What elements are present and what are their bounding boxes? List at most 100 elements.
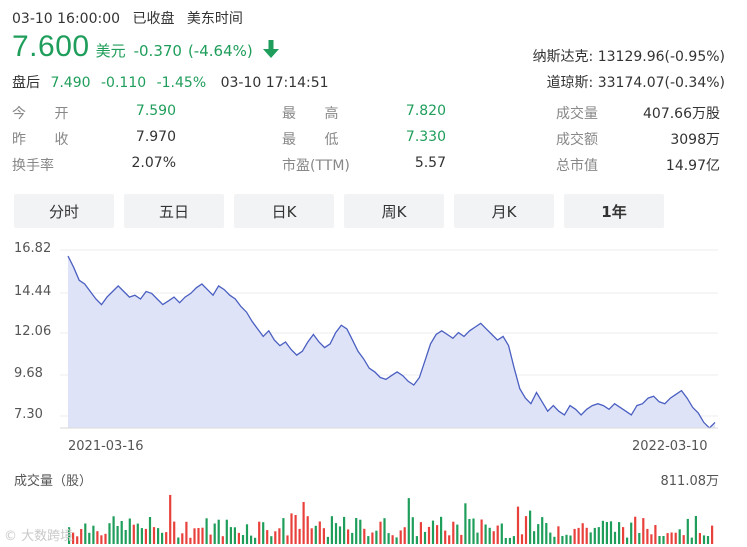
volume-bar [173,521,176,544]
volume-bar [112,516,115,544]
volume-bar [237,532,240,544]
volume-bar [682,535,685,544]
volume-bar [549,532,552,544]
volume-bar [161,532,164,544]
tab-intraday[interactable]: 分时 [14,194,114,228]
volume-bar [302,502,305,544]
tab-one-year[interactable]: 1年 [564,194,664,228]
currency-unit: 美元 [95,42,126,60]
volume-bar [169,494,172,544]
tab-weekly-k[interactable]: 周K [344,194,444,228]
volume-bar [165,532,168,544]
volume-bar [116,526,119,544]
volume-bar [266,530,269,544]
volume-bar [92,525,95,544]
volume-bar [589,532,592,544]
volume-bar [472,518,475,544]
volume-bar [88,532,91,544]
stat-value: 3098万 [670,132,720,148]
volume-bar [229,527,232,544]
volume-bar [694,516,697,544]
volume-bar [597,527,600,544]
volume-bar [290,513,293,544]
volume-bar [496,525,499,544]
stat-high: 最 高 7.820 [282,103,446,123]
after-hours-price: 7.490 [50,75,91,91]
chart-period-tabs: 分时 五日 日K 周K 月K 1年 [14,194,674,228]
volume-bar [197,528,200,544]
volume-bar [294,515,297,544]
volume-bar [415,536,418,544]
stats-row: 今 开 7.590 最 高 7.820 成交量 407.66万股 [12,100,722,126]
stat-key: 市盈(TTM) [282,158,350,174]
volume-bar [448,535,451,544]
volume-bar [460,534,463,544]
volume-bar [330,516,333,544]
y-tick-label: 16.82 [14,241,52,256]
volume-bar [561,536,564,544]
volume-bar [128,518,131,544]
volume-bar [440,516,443,544]
volume-bar [577,527,580,544]
stat-key: 成交额 [556,132,598,148]
price-change: -0.370 [133,42,182,60]
volume-bar [484,524,487,544]
volume-bar [209,534,212,544]
stats-row: 换手率 2.07% 市盈(TTM) 5.57 总市值 14.97亿 [12,152,722,178]
volume-bar [310,528,313,544]
volume-bar [537,524,540,544]
watermark: © 大数跨境 [4,529,74,544]
volume-bar [286,535,289,544]
volume-bar [569,535,572,544]
volume-bar [258,521,261,544]
stat-key: 成交量 [556,106,598,122]
volume-bar [666,533,669,544]
volume-bar [221,536,224,544]
volume-bar [634,516,637,544]
volume-chart-svg [68,494,714,544]
tab-five-day[interactable]: 五日 [124,194,224,228]
stat-value: 7.820 [405,103,446,119]
stat-value: 7.330 [405,129,446,145]
index-dow: 道琼斯: 33174.07(-0.34%) [547,72,725,92]
current-price: 7.600 [12,30,90,63]
volume-bar [711,525,714,544]
volume-bar [444,530,447,544]
volume-bar [427,526,431,544]
volume-bar [334,523,338,544]
volume-bar [314,525,317,544]
price-chart: 16.82 14.44 12.06 9.68 7.30 2021-03-16 2… [0,236,747,462]
volume-title: 成交量（股） [14,474,93,489]
x-end-label: 2022-03-10 [632,439,708,454]
stat-key: 今 开 [12,106,81,122]
stat-value: 14.97亿 [665,158,720,174]
price-line [67,255,716,429]
volume-bar [706,536,710,544]
price-change-pct: (-4.64%) [187,42,253,60]
volume-bar [520,534,524,544]
volume-bar [132,524,135,544]
after-hours-time: 03-10 17:14:51 [220,75,329,91]
volume-bar [213,523,216,544]
tab-monthly-k[interactable]: 月K [454,194,554,228]
volume-bar [658,536,661,544]
volume-bar [80,529,83,544]
stat-key: 最 低 [282,132,351,148]
volume-bar [245,524,249,544]
volume-bar [104,533,107,544]
quote-datetime: 03-10 16:00:00 [12,11,121,27]
volume-bar [254,537,257,544]
volume-bar [157,528,160,544]
volume-bar [605,522,608,544]
y-tick-label: 9.68 [14,366,43,381]
volume-bar [177,537,180,544]
volume-bar [678,529,681,544]
volume-bar [375,530,378,544]
volume-bar [464,503,467,544]
volume-bar [654,525,657,544]
y-tick-label: 12.06 [14,324,52,339]
volume-bar [674,532,677,544]
volume-bar [642,518,645,544]
volume-bar [100,535,103,544]
tab-daily-k[interactable]: 日K [234,194,334,228]
